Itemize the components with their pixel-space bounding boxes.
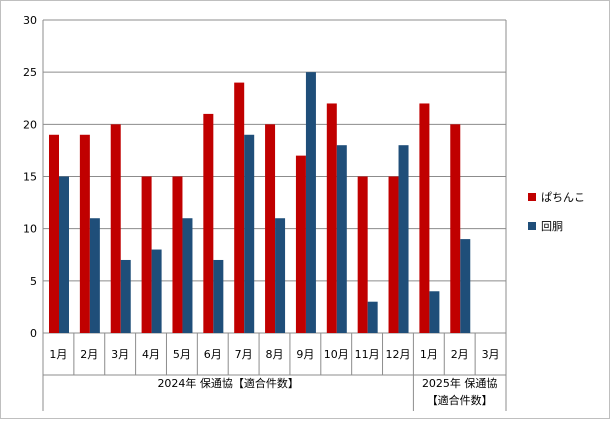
bar-pachinko-13 bbox=[419, 103, 430, 333]
x-tick-label-6: 6月 bbox=[204, 348, 222, 361]
bar-kaido-1 bbox=[59, 176, 69, 333]
bar-pachinko-10 bbox=[326, 103, 337, 333]
x-tick-label-13: 1月 bbox=[420, 348, 438, 361]
bar-kaido-12 bbox=[398, 145, 409, 333]
x-tick-label-8: 8月 bbox=[266, 348, 284, 361]
x-axis: 1月 2月 3月 4月 5月 6月 7月 8月 9月 10月 11月 12月 1月 2月 3月 2024年 保… bbox=[42, 333, 507, 411]
bar-kaido-9 bbox=[305, 72, 316, 334]
bar-kaido-7 bbox=[244, 134, 255, 333]
x-tick-label-4: 4月 bbox=[142, 348, 160, 361]
bar-pachinko-6 bbox=[203, 113, 214, 334]
bar-pachinko-4 bbox=[141, 176, 152, 333]
bar-pachinko-8 bbox=[265, 124, 276, 333]
bar-pachinko-12 bbox=[388, 176, 399, 333]
bar-kaido-2 bbox=[89, 218, 100, 333]
y-tick-label-25: 25 bbox=[23, 66, 37, 79]
bar-pachinko-9 bbox=[295, 155, 306, 333]
group-label-1-line-0: 2025年 保通協 bbox=[422, 376, 498, 390]
bar-pachinko-3 bbox=[110, 124, 121, 333]
bar-kaido-4 bbox=[151, 249, 162, 333]
x-tick-label-1: 1月 bbox=[49, 348, 67, 361]
legend-label-pachinko: ぱちんこ bbox=[541, 191, 585, 204]
y-axis-ticks: 0 5 10 15 20 25 30 bbox=[23, 14, 37, 340]
bar-kaido-14 bbox=[460, 239, 471, 333]
x-tick-label-5: 5月 bbox=[173, 348, 191, 361]
bar-pachinko-1 bbox=[49, 134, 59, 333]
bar-pachinko-5 bbox=[172, 176, 183, 333]
bar-pachinko-7 bbox=[234, 82, 245, 333]
y-tick-label-5: 5 bbox=[30, 275, 37, 288]
bar-pachinko-2 bbox=[79, 134, 90, 333]
x-tick-label-9: 9月 bbox=[296, 348, 314, 361]
x-tick-label-10: 10月 bbox=[324, 348, 349, 361]
group-label-1-line-1: 【適合件数】 bbox=[427, 393, 493, 407]
x-tick-label-11: 11月 bbox=[355, 348, 380, 361]
bar-kaido-6 bbox=[213, 259, 224, 333]
x-tick-label-7: 7月 bbox=[235, 348, 253, 361]
group-label-0: 2024年 保通協【適合件数】 bbox=[157, 376, 299, 390]
bar-pachinko-14 bbox=[450, 124, 461, 333]
x-tick-label-14: 2月 bbox=[451, 348, 469, 361]
bar-kaido-8 bbox=[275, 218, 286, 333]
y-tick-label-10: 10 bbox=[23, 223, 37, 236]
x-tick-label-2: 2月 bbox=[80, 348, 98, 361]
legend-swatch-kaido bbox=[528, 222, 536, 230]
bars bbox=[49, 72, 471, 334]
legend-swatch-pachinko bbox=[528, 193, 536, 201]
x-tick-label-12: 12月 bbox=[385, 348, 410, 361]
y-tick-label-15: 15 bbox=[23, 171, 37, 184]
y-tick-label-0: 0 bbox=[30, 327, 37, 340]
bar-kaido-11 bbox=[367, 301, 378, 333]
legend-label-kaido: 回胴 bbox=[541, 220, 563, 233]
bar-kaido-5 bbox=[182, 218, 193, 333]
x-tick-label-15: 3月 bbox=[482, 348, 500, 361]
bar-kaido-10 bbox=[336, 145, 347, 333]
bar-kaido-13 bbox=[429, 291, 440, 333]
bar-pachinko-11 bbox=[357, 176, 368, 333]
x-tick-label-3: 3月 bbox=[111, 348, 129, 361]
y-tick-label-20: 20 bbox=[23, 118, 37, 131]
bar-kaido-3 bbox=[120, 259, 131, 333]
y-tick-label-30: 30 bbox=[23, 14, 37, 27]
